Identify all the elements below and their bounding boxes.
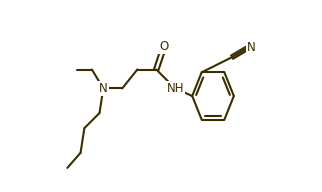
Text: N: N [99, 82, 108, 95]
Text: N: N [247, 41, 255, 54]
Text: O: O [159, 40, 168, 53]
Text: NH: NH [166, 82, 184, 95]
